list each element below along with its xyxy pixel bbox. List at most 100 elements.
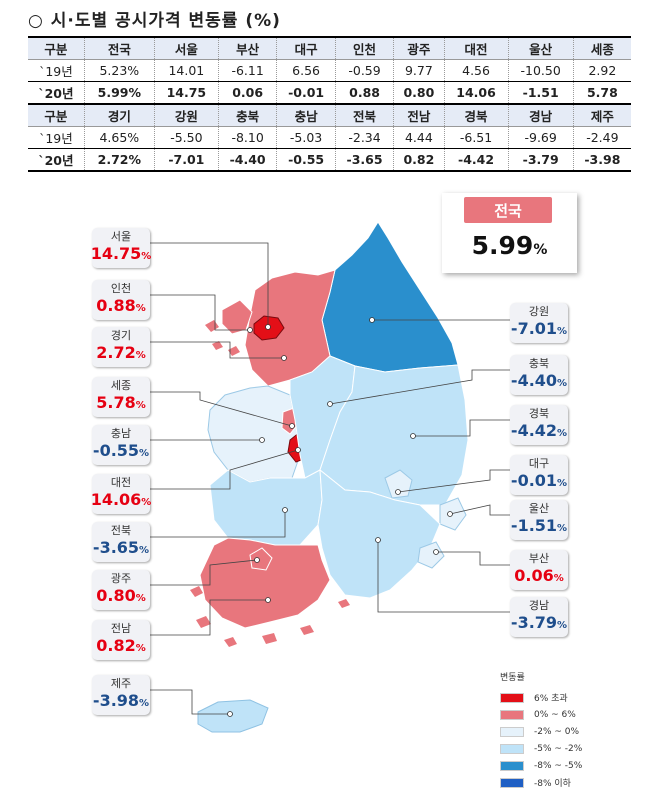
region-value: 0.82% bbox=[96, 636, 146, 659]
region-value: -3.65% bbox=[93, 538, 149, 561]
region-value-unit: % bbox=[557, 619, 568, 631]
table-cell: 서울 bbox=[153, 36, 219, 60]
region-gangwon[interactable] bbox=[321, 221, 459, 373]
legend-item: -5% ~ -2% bbox=[500, 740, 610, 757]
table-cell: -5.03 bbox=[276, 126, 336, 149]
island-shape bbox=[190, 586, 350, 647]
rates-table: 구분 전국 서울 부산 대구 인천 광주 대전 울산 세종 `19년 5.23% 14.01 -6.11 6… bbox=[28, 36, 631, 172]
national-value: 5.99% bbox=[442, 231, 577, 260]
table-cell: 0.82 bbox=[393, 148, 445, 172]
region-name: 인천 bbox=[110, 281, 132, 295]
table-cell: 2.92 bbox=[572, 59, 631, 82]
region-value-unit: % bbox=[141, 250, 152, 262]
map-legend: 변동률 6% 초과 0% ~ 6% -2% ~ 0% -5% ~ -2% -8% ~ -… bbox=[500, 670, 610, 791]
region-value-number: -7.01 bbox=[510, 318, 558, 338]
table-cell: -7.01 bbox=[153, 148, 219, 172]
region-value-number: -4.42 bbox=[510, 420, 558, 440]
region-value-unit: % bbox=[141, 496, 152, 508]
region-name: 서울 bbox=[110, 229, 132, 243]
region-busan[interactable] bbox=[417, 541, 445, 569]
table-cell: 전북 bbox=[334, 103, 394, 127]
table-cell: 9.77 bbox=[393, 59, 445, 82]
region-ulsan[interactable] bbox=[439, 497, 467, 531]
table-cell: 경남 bbox=[507, 103, 574, 127]
region-value-number: 14.06 bbox=[90, 489, 142, 509]
region-jeonnam[interactable] bbox=[199, 537, 331, 629]
legend-swatch bbox=[500, 692, 524, 703]
legend-item: -8% ~ -5% bbox=[500, 757, 610, 774]
region-value: -7.01% bbox=[511, 319, 567, 342]
table-header-row: 구분 전국 서울 부산 대구 인천 광주 대전 울산 세종 bbox=[28, 36, 631, 60]
region-value-unit: % bbox=[557, 522, 568, 534]
region-value-unit: % bbox=[135, 349, 146, 361]
legend-label: -5% ~ -2% bbox=[534, 743, 583, 754]
legend-label: -8% ~ -5% bbox=[534, 760, 583, 771]
region-value-tag: 부산 0.06% bbox=[510, 550, 568, 590]
national-value-unit: % bbox=[533, 242, 548, 258]
region-value-tag: 경남 -3.79% bbox=[510, 597, 568, 637]
table-row: `19년 5.23% 14.01 -6.11 6.56 -0.59 9.77 4.56 -10.… bbox=[28, 59, 631, 82]
region-value-number: 0.06 bbox=[514, 565, 554, 585]
region-name: 대구 bbox=[528, 456, 550, 470]
table-cell: 경기 bbox=[83, 103, 155, 127]
table-cell: 구분 bbox=[28, 103, 85, 127]
table-cell: 세종 bbox=[572, 36, 631, 60]
table-cell: -4.42 bbox=[443, 148, 509, 172]
region-value: -0.01% bbox=[511, 471, 567, 494]
region-value-tag: 제주 -3.98% bbox=[92, 675, 150, 715]
region-value-tag: 전북 -3.65% bbox=[92, 522, 150, 562]
region-value-unit: % bbox=[135, 399, 146, 411]
region-value-tag: 충남 -0.55% bbox=[92, 425, 150, 465]
region-value-number: 0.82 bbox=[96, 635, 136, 655]
legend-item: -2% ~ 0% bbox=[500, 723, 610, 740]
region-value: 0.80% bbox=[96, 586, 146, 609]
region-value-number: 0.80 bbox=[96, 585, 136, 605]
national-summary-card: 전국 5.99% bbox=[442, 193, 577, 273]
national-label: 전국 bbox=[464, 197, 552, 223]
region-value-number: -3.98 bbox=[92, 690, 140, 710]
table-cell: `20년 bbox=[28, 148, 85, 172]
region-jeonbuk[interactable] bbox=[209, 469, 323, 546]
table-cell: 4.56 bbox=[443, 59, 509, 82]
region-value-number: -1.51 bbox=[510, 515, 558, 535]
region-jeju[interactable] bbox=[197, 699, 269, 733]
region-gwangju[interactable] bbox=[249, 547, 273, 571]
region-value-tag: 인천 0.88% bbox=[92, 280, 150, 320]
table-cell: 전남 bbox=[393, 103, 445, 127]
table-cell: -4.40 bbox=[217, 148, 277, 172]
region-value: -1.51% bbox=[511, 516, 567, 539]
region-name: 경북 bbox=[528, 406, 550, 420]
region-value: -3.79% bbox=[511, 613, 567, 636]
region-value: 0.06% bbox=[514, 566, 564, 589]
region-value-tag: 강원 -7.01% bbox=[510, 303, 568, 343]
legend-item: -8% 이하 bbox=[500, 774, 610, 791]
region-value-unit: % bbox=[557, 477, 568, 489]
table-cell: 충북 bbox=[217, 103, 277, 127]
region-value-tag: 경북 -4.42% bbox=[510, 405, 568, 445]
legend-label: 0% ~ 6% bbox=[534, 709, 576, 720]
region-gyeongnam[interactable] bbox=[317, 468, 441, 599]
table-cell: 경북 bbox=[443, 103, 509, 127]
region-value-number: -3.79 bbox=[510, 612, 558, 632]
region-value-tag: 충북 -4.40% bbox=[510, 355, 568, 395]
region-value-unit: % bbox=[135, 642, 146, 654]
leader-dots bbox=[227, 317, 453, 717]
table-cell: -0.59 bbox=[334, 59, 394, 82]
region-value-tag: 전남 0.82% bbox=[92, 620, 150, 660]
region-value-unit: % bbox=[139, 447, 150, 459]
region-chungnam[interactable] bbox=[207, 385, 301, 483]
legend-swatch bbox=[500, 777, 524, 788]
region-value-number: 0.88 bbox=[96, 295, 136, 315]
region-value: -3.98% bbox=[93, 691, 149, 714]
region-value-tag: 세종 5.78% bbox=[92, 377, 150, 417]
region-value-number: 14.75 bbox=[90, 243, 142, 263]
table-cell: 충남 bbox=[276, 103, 336, 127]
region-name: 전북 bbox=[110, 523, 132, 537]
table-cell: -2.49 bbox=[572, 126, 631, 149]
region-name: 충남 bbox=[110, 426, 132, 440]
region-name: 세종 bbox=[110, 378, 132, 392]
region-name: 부산 bbox=[528, 551, 550, 565]
table-cell: 0.80 bbox=[393, 81, 445, 105]
region-value-number: -4.40 bbox=[510, 370, 558, 390]
page-title: ○ 시·도별 공시가격 변동률 (%) bbox=[28, 11, 281, 31]
